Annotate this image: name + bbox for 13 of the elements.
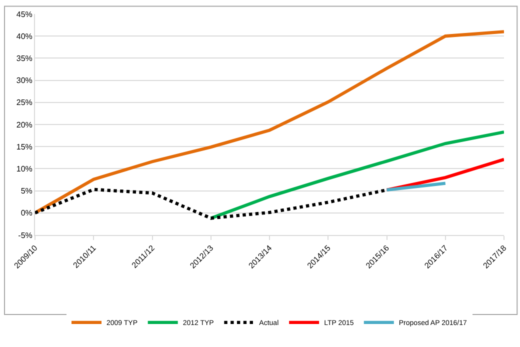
y-tick-label: 30% [16,76,32,86]
y-tick-label: 0% [20,208,32,218]
y-tick-label: -5% [18,230,32,240]
y-tick-label: 25% [16,98,32,108]
y-tick-label: 45% [16,10,32,19]
y-tick-label: 35% [16,54,32,63]
y-tick-label: 20% [16,120,32,130]
y-tick-label: 15% [16,142,32,152]
y-tick-label: 10% [16,164,32,174]
y-tick-label: 40% [16,32,32,41]
line-series [209,130,504,220]
y-tick-label: 5% [20,186,32,196]
line-series [35,30,504,214]
